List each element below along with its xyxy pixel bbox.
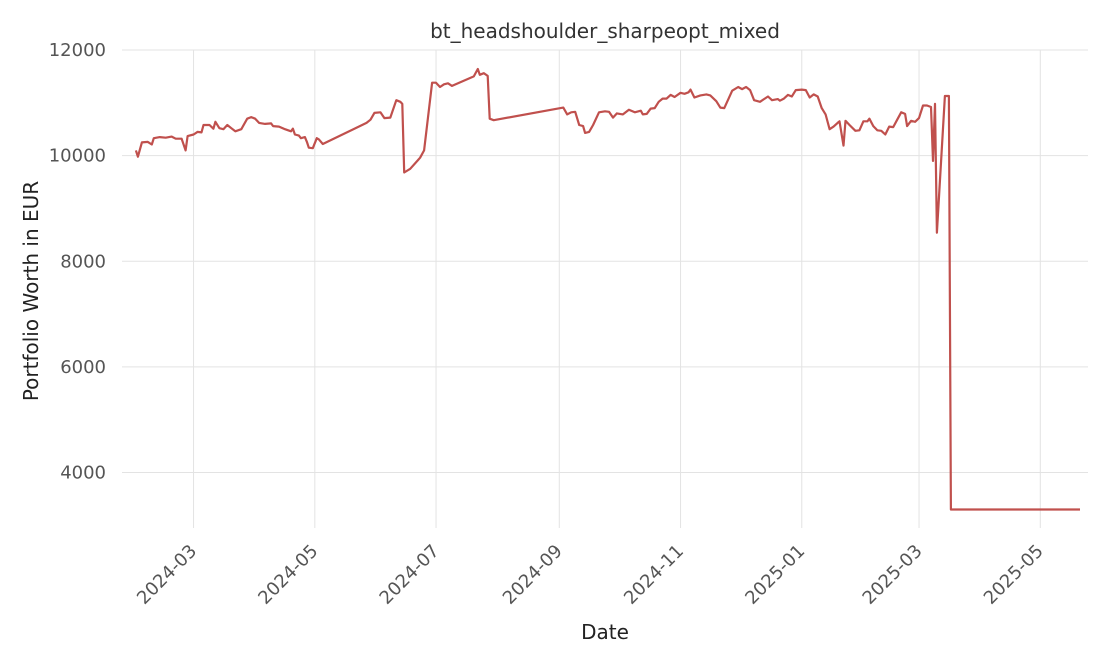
x-tick-label: 2024-07 — [376, 541, 444, 609]
x-tick-label: 2025-01 — [741, 541, 809, 609]
y-tick-label: 6000 — [60, 357, 106, 378]
y-tick-label: 12000 — [49, 40, 106, 61]
x-tick-labels: 2024-03 2024-05 2024-07 2024-09 2024-11 2025-… — [133, 541, 1048, 609]
series-line — [134, 67, 1080, 511]
chart-title: bt_headshoulder_sharpeopt_mixed — [430, 19, 780, 43]
y-axis-label: Portfolio Worth in EUR — [19, 181, 43, 401]
y-tick-label: 10000 — [49, 146, 106, 167]
x-tick-label: 2025-05 — [980, 541, 1048, 609]
y-tick-label: 8000 — [60, 251, 106, 272]
x-axis-label: Date — [581, 620, 629, 644]
series-layer — [134, 67, 1080, 511]
y-tick-label: 4000 — [60, 463, 106, 484]
x-tick-label: 2024-09 — [499, 541, 567, 609]
x-tick-label: 2024-05 — [254, 541, 322, 609]
grid — [122, 49, 1088, 528]
x-tick-label: 2024-03 — [133, 541, 201, 609]
x-tick-label: 2024-11 — [620, 541, 688, 609]
y-tick-labels: 4000 6000 8000 10000 12000 — [49, 40, 106, 484]
x-tick-label: 2025-03 — [859, 541, 927, 609]
